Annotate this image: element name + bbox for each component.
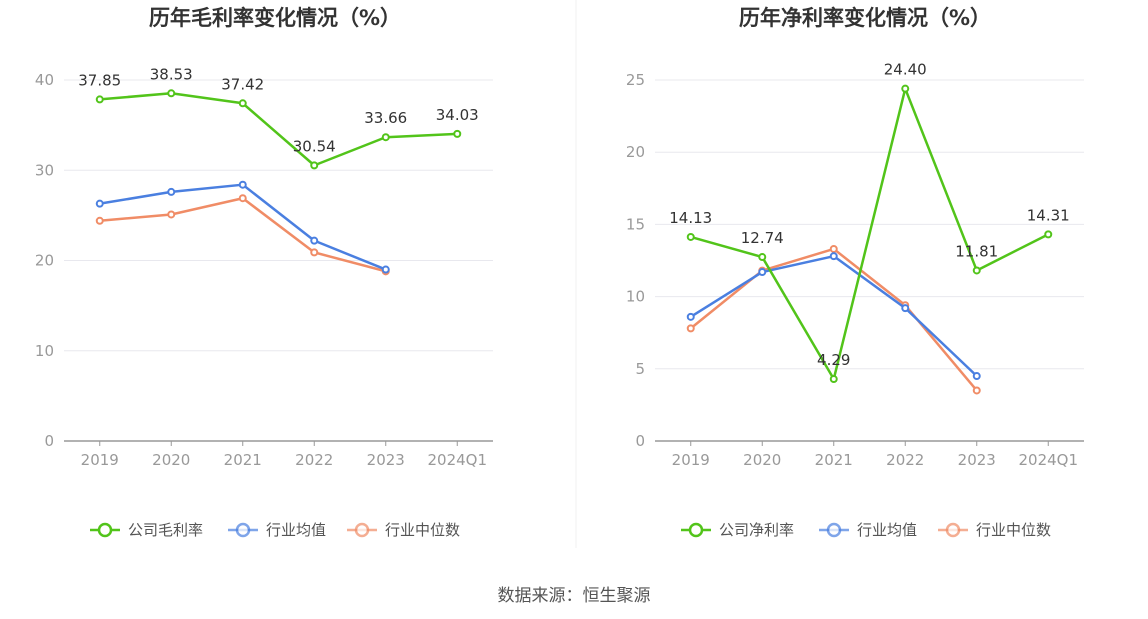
data-point-company[interactable] [758,253,767,262]
data-point-avg[interactable] [901,304,910,313]
data-point-median[interactable] [829,244,838,253]
data-point-company[interactable] [381,133,390,142]
data-label: 14.31 [1027,206,1070,224]
data-point-company[interactable] [453,129,462,138]
data-point-avg[interactable] [167,187,176,196]
data-point-median[interactable] [167,210,176,219]
chart-title: 历年净利率变化情况（%） [739,6,991,30]
x-tick-label: 2022 [295,451,333,469]
legend-marker-icon [354,522,370,538]
y-tick-label: 20 [35,252,54,270]
data-point-avg[interactable] [829,252,838,261]
y-tick-label: 0 [44,432,54,450]
y-tick-label: 0 [635,432,645,450]
x-tick-label: 2019 [672,451,710,469]
gross-margin-chart: 历年毛利率变化情况（%） 0 10 20 30 40 2019 2020 2021 2022 202… [35,6,493,539]
legend-label: 行业中位数 [385,521,460,539]
data-label: 14.13 [669,209,712,227]
data-point-avg[interactable] [972,372,981,381]
net-margin-chart: 历年净利率变化情况（%） 0 5 10 15 20 25 2019 2020 2021 2022 20… [626,6,1084,539]
x-tick-label: 2020 [743,451,781,469]
data-point-median[interactable] [238,194,247,203]
data-point-median[interactable] [686,324,695,333]
data-point-company[interactable] [238,99,247,108]
legend-item-median[interactable]: 行业中位数 [938,521,1051,539]
data-point-company[interactable] [310,161,319,170]
data-label: 24.40 [884,61,927,79]
data-source: 数据来源：恒生聚源 [497,586,651,606]
x-tick-label: 2024Q1 [427,451,487,469]
data-label: 38.53 [150,65,193,83]
x-tick-label: 2023 [958,451,996,469]
legend-label: 行业中位数 [976,521,1051,539]
legend-item-company[interactable]: 公司净利率 [681,521,794,539]
x-tick-label: 2022 [886,451,924,469]
legend-item-avg[interactable]: 行业均值 [228,521,326,539]
series-line-company [99,92,458,167]
y-tick-label: 5 [635,360,645,378]
data-point-avg[interactable] [381,265,390,274]
data-label: 33.66 [364,109,407,127]
data-point-company[interactable] [1044,230,1053,239]
data-point-avg[interactable] [686,312,695,321]
x-tick-label: 2023 [367,451,405,469]
series-line-company [690,87,1049,381]
data-point-median[interactable] [95,216,104,225]
x-tick-label: 2021 [224,451,262,469]
legend-item-company[interactable]: 公司毛利率 [90,521,203,539]
data-point-avg[interactable] [758,268,767,277]
data-point-company[interactable] [95,95,104,104]
y-tick-label: 25 [626,71,645,89]
data-point-company[interactable] [167,89,176,98]
y-tick-label: 40 [35,71,54,89]
legend-item-median[interactable]: 行业中位数 [347,521,460,539]
y-tick-label: 15 [626,215,645,233]
legend-label: 公司净利率 [719,521,794,539]
legend-marker-icon [945,522,961,538]
data-label: 11.81 [955,242,998,260]
legend-marker-icon [235,522,251,538]
legend-label: 行业均值 [266,521,326,539]
data-label: 12.74 [741,229,784,247]
y-tick-label: 10 [626,288,645,306]
data-point-avg[interactable] [95,199,104,208]
data-label: 37.85 [78,71,121,89]
x-tick-label: 2021 [815,451,853,469]
data-label: 37.42 [221,75,264,93]
y-tick-label: 20 [626,143,645,161]
data-point-median[interactable] [310,248,319,257]
legend-item-avg[interactable]: 行业均值 [819,521,917,539]
data-point-avg[interactable] [238,180,247,189]
x-tick-label: 2024Q1 [1018,451,1078,469]
x-tick-label: 2020 [152,451,190,469]
data-label: 34.03 [436,106,479,124]
chart-title: 历年毛利率变化情况（%） [149,6,401,30]
data-point-company[interactable] [829,375,838,384]
legend-label: 公司毛利率 [128,521,203,539]
data-point-company[interactable] [972,266,981,275]
x-tick-label: 2019 [81,451,119,469]
data-label: 30.54 [293,137,336,155]
legend-marker-icon [688,522,704,538]
data-point-median[interactable] [972,386,981,395]
legend-marker-icon [826,522,842,538]
y-tick-label: 10 [35,342,54,360]
data-label: 4.29 [817,351,850,369]
legend-label: 行业均值 [857,521,917,539]
data-point-company[interactable] [686,232,695,241]
y-tick-label: 30 [35,161,54,179]
data-point-avg[interactable] [310,236,319,245]
legend-marker-icon [97,522,113,538]
data-point-company[interactable] [901,84,910,93]
